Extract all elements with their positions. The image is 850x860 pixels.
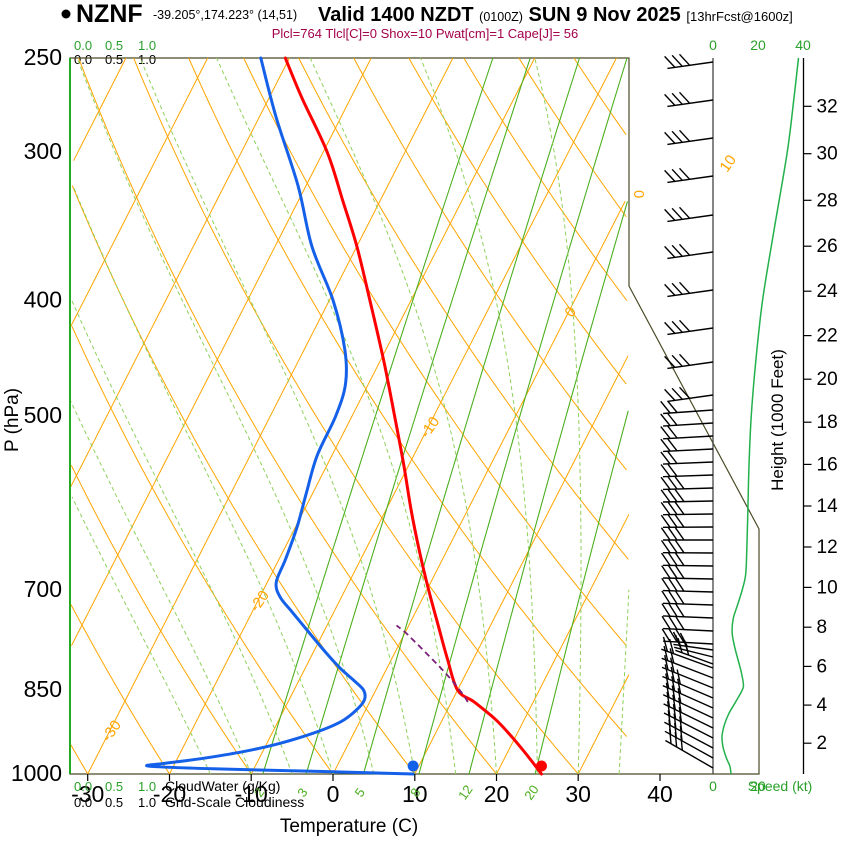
svg-text:0: 0 bbox=[709, 37, 717, 53]
svg-text:30: 30 bbox=[565, 781, 591, 807]
svg-text:0.0: 0.0 bbox=[74, 38, 92, 53]
svg-text:500: 500 bbox=[24, 402, 62, 428]
svg-text:0: 0 bbox=[709, 778, 717, 794]
svg-text:1000: 1000 bbox=[11, 760, 62, 786]
svg-text:1.0: 1.0 bbox=[138, 779, 156, 794]
svg-text:-39.205°,174.223° (14,51): -39.205°,174.223° (14,51) bbox=[153, 8, 297, 22]
svg-text:40: 40 bbox=[647, 781, 673, 807]
svg-text:850: 850 bbox=[24, 676, 62, 702]
svg-text:20: 20 bbox=[484, 781, 510, 807]
svg-text:20: 20 bbox=[750, 37, 766, 53]
svg-text:4: 4 bbox=[817, 695, 828, 716]
svg-text:Temperature (C): Temperature (C) bbox=[280, 816, 418, 837]
svg-text:1.0: 1.0 bbox=[138, 52, 156, 67]
svg-text:16: 16 bbox=[817, 454, 838, 475]
svg-text:250: 250 bbox=[24, 44, 62, 70]
svg-text:Plcl=764 Tlcl[C]=0 Shox=10 Pwa: Plcl=764 Tlcl[C]=0 Shox=10 Pwat[cm]=1 Ca… bbox=[272, 26, 579, 41]
svg-text:0.5: 0.5 bbox=[105, 795, 123, 810]
svg-text:0.5: 0.5 bbox=[105, 779, 123, 794]
svg-text:300: 300 bbox=[24, 138, 62, 164]
svg-text:0.0: 0.0 bbox=[74, 779, 92, 794]
svg-text:30: 30 bbox=[817, 144, 838, 165]
svg-text:10: 10 bbox=[817, 577, 838, 598]
svg-text:2: 2 bbox=[817, 733, 828, 754]
svg-text:40: 40 bbox=[795, 37, 811, 53]
svg-text:28: 28 bbox=[817, 190, 838, 211]
svg-text:NZNF: NZNF bbox=[76, 0, 143, 28]
svg-text:CloudWater (g/Kg): CloudWater (g/Kg) bbox=[165, 778, 280, 794]
svg-text:32: 32 bbox=[817, 96, 838, 117]
svg-text:8: 8 bbox=[817, 617, 828, 638]
svg-text:0: 0 bbox=[630, 190, 647, 198]
svg-text:0.0: 0.0 bbox=[74, 795, 92, 810]
svg-text:1.0: 1.0 bbox=[138, 795, 156, 810]
svg-text:P (hPa): P (hPa) bbox=[2, 388, 23, 452]
svg-text:24: 24 bbox=[817, 281, 839, 302]
svg-text:1.0: 1.0 bbox=[138, 38, 156, 53]
svg-text:400: 400 bbox=[24, 287, 62, 313]
svg-text:0.5: 0.5 bbox=[105, 38, 123, 53]
svg-text:Height (1000 Feet): Height (1000 Feet) bbox=[768, 349, 787, 491]
svg-text:0: 0 bbox=[327, 781, 340, 807]
svg-text:700: 700 bbox=[24, 576, 62, 602]
svg-text:Speed (kt): Speed (kt) bbox=[748, 778, 813, 794]
svg-text:22: 22 bbox=[817, 326, 838, 347]
svg-text:0.5: 0.5 bbox=[105, 52, 123, 67]
svg-text:18: 18 bbox=[817, 412, 838, 433]
svg-text:6: 6 bbox=[817, 656, 828, 677]
svg-text:14: 14 bbox=[817, 496, 839, 517]
svg-text:12: 12 bbox=[817, 537, 838, 558]
svg-text:0.0: 0.0 bbox=[74, 52, 92, 67]
svg-text:Grid-Scale Cloudiness: Grid-Scale Cloudiness bbox=[165, 794, 304, 810]
svg-text:26: 26 bbox=[817, 236, 838, 257]
svg-text:20: 20 bbox=[817, 369, 838, 390]
